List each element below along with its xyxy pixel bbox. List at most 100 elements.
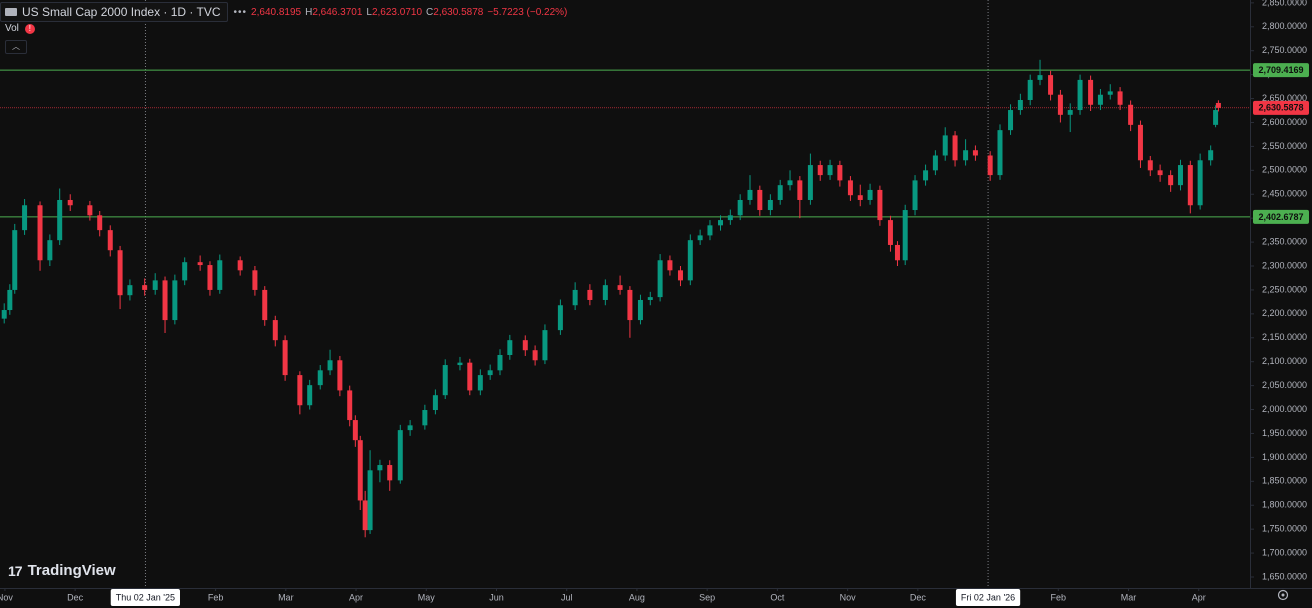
candle-body — [422, 410, 428, 426]
price-badge-label: 2,402.6787 — [1258, 212, 1303, 222]
candle-body — [172, 280, 178, 321]
candle-body — [707, 225, 713, 236]
candle-body — [687, 240, 693, 281]
candle-body — [1017, 99, 1023, 111]
symbol-box[interactable]: US Small Cap 2000 Index · 1D · TVC — [0, 2, 228, 22]
candle-body — [507, 340, 513, 356]
candle-body — [37, 205, 43, 261]
symbol-title[interactable]: US Small Cap 2000 Index · 1D · TVC — [22, 5, 221, 19]
candle-body — [162, 280, 168, 321]
settings-gear-center — [1281, 593, 1285, 597]
y-tick-label: 1,800.0000 — [1262, 500, 1307, 510]
candle-body — [22, 205, 28, 231]
y-tick-label: 2,450.0000 — [1262, 189, 1307, 199]
candle-body — [827, 165, 833, 176]
y-tick-label: 2,150.0000 — [1262, 332, 1307, 342]
candle-body — [1197, 160, 1203, 206]
candle-body — [647, 297, 653, 300]
candle-body — [297, 375, 303, 406]
candle-body — [542, 330, 548, 361]
candle-body — [1208, 150, 1214, 161]
candle-body — [152, 280, 158, 290]
candle-body — [923, 170, 929, 181]
candle-body — [963, 150, 969, 161]
candle-body — [1008, 110, 1014, 131]
candle-body — [487, 370, 493, 376]
candle-body — [627, 289, 633, 321]
candle-body — [532, 350, 538, 361]
candle-body — [182, 262, 188, 281]
candle-body — [1213, 110, 1219, 125]
y-tick-label: 2,200.0000 — [1262, 308, 1307, 318]
candle-body — [252, 270, 258, 290]
candle-body — [442, 365, 448, 396]
volume-legend: Vol ! — [5, 23, 35, 34]
candle-body — [867, 189, 873, 200]
y-tick-label: 2,250.0000 — [1262, 284, 1307, 294]
candle-body — [237, 260, 243, 271]
candle-body — [1117, 91, 1123, 105]
candle-body — [387, 465, 393, 481]
candle-body — [797, 180, 803, 200]
candle-body — [997, 130, 1003, 176]
candle-body — [557, 305, 563, 331]
candle-body — [1037, 75, 1043, 80]
candle-body — [467, 362, 473, 391]
symbol-icon — [5, 8, 17, 16]
settings-gear[interactable] — [1277, 589, 1289, 601]
volume-warning[interactable]: ! — [24, 23, 35, 34]
candle-body — [347, 390, 353, 421]
candle-body — [777, 185, 783, 200]
low-key: L — [366, 6, 372, 18]
candle-body — [1097, 94, 1103, 105]
y-tick-label: 2,000.0000 — [1262, 404, 1307, 414]
y-tick-label: 2,800.0000 — [1262, 21, 1307, 31]
candle-body — [787, 180, 793, 186]
volume-label[interactable]: Vol — [5, 23, 19, 34]
candle-body — [1107, 91, 1113, 95]
x-tick-label: Nov — [840, 592, 857, 602]
y-tick-label: 2,850.0000 — [1262, 0, 1307, 7]
candle-body — [587, 289, 593, 300]
price-badge — [1253, 63, 1309, 78]
candle-body — [912, 180, 918, 211]
candle-body — [837, 165, 843, 181]
candle-body — [362, 500, 368, 531]
candle-body — [1177, 165, 1183, 186]
x-tick-label: Dec — [910, 592, 927, 602]
candle-body — [352, 420, 358, 441]
candle-body — [757, 189, 763, 211]
y-tick-label: 2,750.0000 — [1262, 45, 1307, 55]
x-tick-label: Nov — [0, 592, 13, 602]
close-key: C — [426, 6, 434, 18]
candle-body — [1027, 79, 1033, 100]
candle-body — [657, 260, 663, 298]
candle-body — [1215, 102, 1221, 108]
collapse-button[interactable]: ︿ — [5, 40, 27, 54]
price-badge — [1253, 209, 1309, 224]
y-tick-label: 2,600.0000 — [1262, 117, 1307, 127]
y-tick-label: 1,700.0000 — [1262, 547, 1307, 557]
high-value: 2,646.3701 — [312, 6, 363, 18]
candle-body — [407, 425, 413, 431]
low-value: 2,623.0710 — [371, 6, 423, 18]
candle-body — [87, 205, 93, 216]
legend-header: US Small Cap 2000 Index · 1D · TVC ••• 2… — [0, 2, 567, 22]
settings-icon[interactable] — [1277, 589, 1289, 601]
candle-body — [932, 155, 938, 171]
y-tick-label: 2,100.0000 — [1262, 356, 1307, 366]
x-tick-label: Mar — [1121, 592, 1137, 602]
x-tick-label: Mar — [278, 592, 294, 602]
candle-body — [317, 370, 323, 386]
y-tick-label: 2,300.0000 — [1262, 260, 1307, 270]
candle-body — [457, 362, 463, 366]
candle-body — [617, 285, 623, 290]
candle-body — [718, 220, 724, 226]
candle-body — [807, 165, 813, 200]
candle-body — [877, 189, 883, 221]
x-tick-label: Sep — [699, 592, 715, 602]
candle-body — [847, 180, 853, 196]
more-button[interactable]: ••• — [233, 6, 248, 18]
candle-body — [217, 260, 223, 290]
